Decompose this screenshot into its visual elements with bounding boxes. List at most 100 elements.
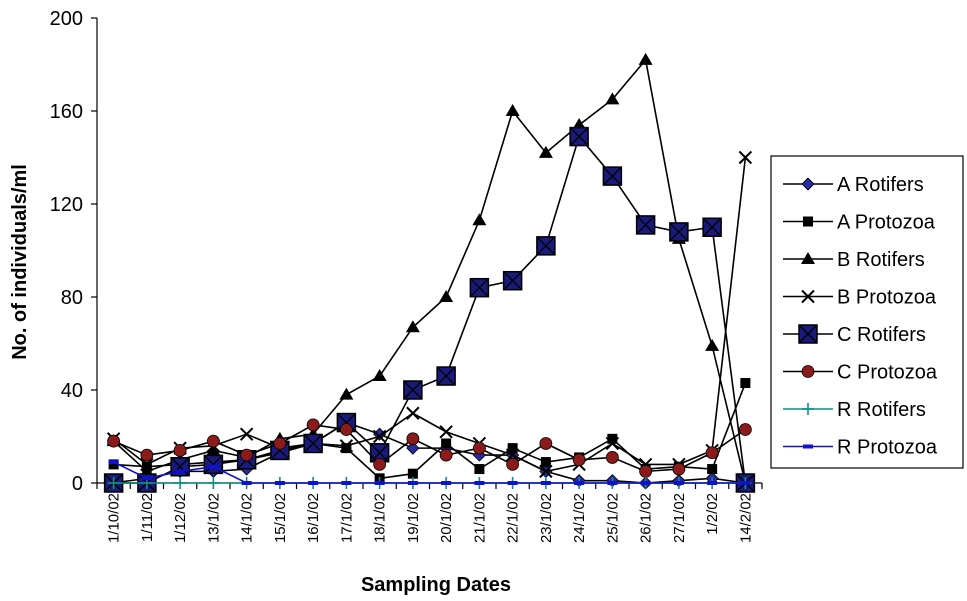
legend-marker	[803, 216, 813, 227]
data-point	[635, 215, 656, 235]
data-point	[738, 150, 753, 165]
data-point	[439, 448, 453, 462]
series-r-protozoa	[108, 460, 751, 485]
data-point	[339, 387, 354, 400]
x-tick-label: 14/2/02	[737, 493, 754, 543]
x-tick-label: 1/11/02	[139, 493, 156, 542]
data-point	[605, 451, 619, 464]
legend-item: B Protozoa	[783, 287, 937, 309]
series-line	[113, 157, 747, 473]
x-tick-label: 1/10/02	[106, 493, 123, 543]
legend-marker	[801, 252, 815, 264]
data-point	[538, 145, 553, 158]
data-point	[605, 436, 620, 451]
y-tick-label: 160	[50, 101, 83, 123]
series-c-rotifers	[103, 126, 756, 493]
data-point	[306, 418, 320, 432]
legend-label: B Rotifers	[837, 249, 925, 271]
legend-marker	[798, 324, 818, 344]
data-point	[705, 338, 720, 351]
data-point	[669, 222, 689, 242]
legend-label: C Protozoa	[837, 362, 938, 384]
legend-label: A Rotifers	[837, 174, 924, 196]
legend-label: B Protozoa	[837, 287, 937, 309]
data-point	[173, 444, 187, 457]
data-point	[507, 443, 518, 454]
x-tick-label: 20/1/02	[438, 493, 455, 543]
x-marker-stroke	[505, 448, 520, 462]
x-marker-stroke	[339, 439, 354, 453]
x-marker-stroke	[539, 464, 553, 479]
data-point	[108, 459, 119, 470]
data-point	[539, 464, 553, 479]
legend-label: R Protozoa	[837, 437, 938, 459]
data-point	[705, 446, 719, 460]
legend-marker	[801, 289, 815, 304]
data-point	[439, 425, 453, 439]
data-point	[740, 378, 751, 389]
data-point	[140, 457, 154, 472]
data-point	[140, 448, 154, 462]
data-point	[206, 443, 221, 456]
data-point	[474, 464, 485, 475]
data-point	[339, 439, 354, 453]
data-point	[672, 462, 686, 476]
legend-label: R Rotifers	[837, 399, 926, 421]
series-line	[113, 461, 746, 484]
data-point	[472, 441, 486, 455]
legend-label: A Protozoa	[837, 212, 936, 234]
legend-box	[770, 155, 964, 469]
plot-area: 0 40 80 120 160 200 1/10/02 1/11/02 1/12/02 13/1/…	[50, 8, 763, 543]
legend-item: R Protozoa	[783, 437, 938, 459]
data-point	[406, 441, 420, 455]
data-point	[441, 438, 452, 449]
legend-item: C Rotifers	[783, 324, 926, 346]
data-point	[308, 481, 319, 485]
data-point	[208, 464, 219, 469]
square-marker-cross	[404, 381, 422, 399]
data-point	[372, 429, 387, 444]
data-point	[141, 476, 152, 481]
square-marker-cross	[470, 279, 488, 297]
x-tick-label: 19/1/02	[405, 493, 422, 543]
data-point	[673, 481, 684, 485]
square-marker-cross	[603, 167, 621, 185]
data-point	[407, 481, 418, 485]
data-point	[474, 481, 485, 485]
data-point	[602, 166, 623, 186]
data-point	[108, 460, 119, 465]
data-point	[174, 477, 187, 489]
x-tick-label: 24/1/02	[571, 493, 588, 543]
legend-marker	[801, 365, 815, 378]
square-marker-cross	[570, 128, 588, 146]
data-point	[107, 477, 120, 489]
x-tick-label: 23/1/02	[538, 493, 555, 543]
y-tick-label: 40	[61, 380, 83, 402]
x-marker-stroke	[439, 425, 453, 439]
square-marker-cross	[799, 325, 817, 343]
data-point	[206, 434, 220, 448]
series-b-protozoa	[106, 150, 753, 479]
data-point	[505, 448, 520, 462]
x-tick-label: 22/1/02	[505, 493, 522, 543]
square-marker-cross	[504, 272, 522, 290]
data-point	[569, 126, 589, 147]
square-marker-cross	[670, 223, 688, 241]
y-tick-label: 200	[50, 8, 83, 30]
legend-item: R Rotifers	[783, 399, 926, 421]
x-marker-stroke	[239, 427, 254, 441]
square-marker-cross	[204, 455, 222, 473]
x-tick-label: 16/1/02	[305, 493, 322, 543]
x-tick-label: 18/1/02	[372, 493, 389, 543]
data-point	[240, 448, 254, 462]
data-point	[436, 366, 456, 386]
square-marker-cross	[304, 435, 322, 452]
data-point	[239, 427, 254, 441]
x-tick-label: 15/1/02	[272, 493, 289, 543]
x-tick-label: 13/1/02	[205, 493, 222, 543]
y-tick-label: 120	[50, 194, 83, 216]
x-marker-stroke	[738, 150, 753, 165]
legend-marker	[802, 403, 814, 415]
series-c-protozoa	[107, 418, 752, 478]
